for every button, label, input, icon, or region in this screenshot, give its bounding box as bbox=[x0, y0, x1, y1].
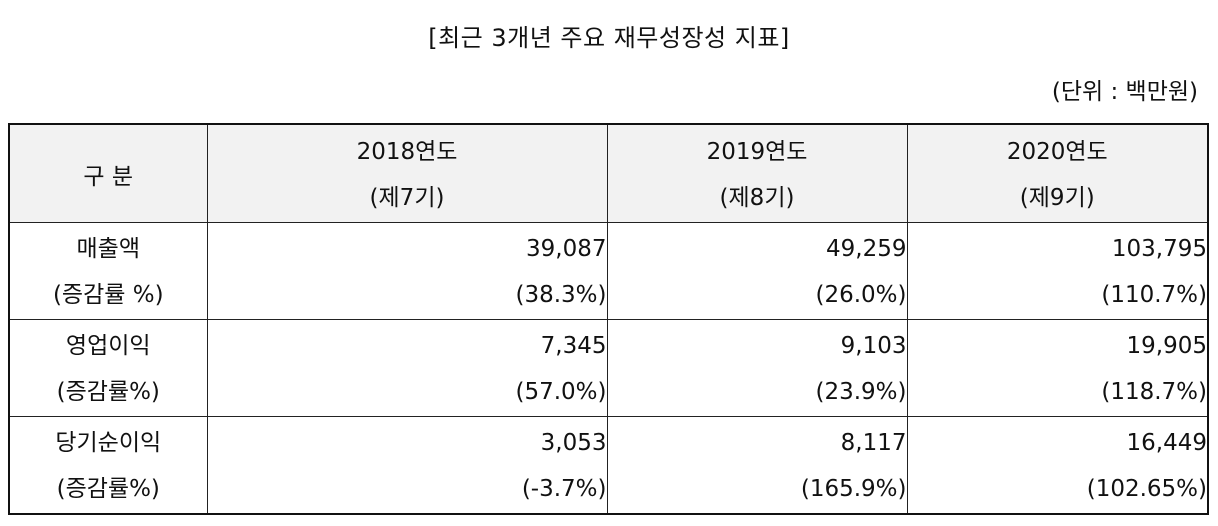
growth-rate-value: (38.3%) bbox=[515, 282, 607, 308]
amount-value: 3,053 bbox=[540, 430, 607, 456]
growth-rate-value: (118.7%) bbox=[1101, 379, 1207, 405]
value-cell: 49,259 (26.0%) bbox=[606, 222, 908, 320]
table-row-net-income: 당기순이익 (증감률%) 3,053 (-3.7%) 8,117 (165.9%… bbox=[8, 416, 1209, 515]
header-year-2018: 2018연도 (제7기) bbox=[206, 123, 608, 223]
header-term-label: (제7기) bbox=[369, 184, 445, 211]
header-year-2019: 2019연도 (제8기) bbox=[606, 123, 908, 223]
table-row-operating-profit: 영업이익 (증감률%) 7,345 (57.0%) 9,103 (23.9%) … bbox=[8, 319, 1209, 417]
row-label: 영업이익 bbox=[65, 333, 151, 359]
row-label: 당기순이익 bbox=[55, 430, 162, 456]
value-cell: 103,795 (110.7%) bbox=[906, 222, 1209, 320]
report-title: [최근 3개년 주요 재무성장성 지표] bbox=[428, 24, 790, 52]
growth-rate-value: (26.0%) bbox=[815, 282, 907, 308]
unit-note: (단위 : 백만원) bbox=[1051, 79, 1198, 105]
header-term-label: (제9기) bbox=[1019, 184, 1095, 211]
amount-value: 19,905 bbox=[1126, 333, 1207, 359]
amount-value: 8,117 bbox=[840, 430, 907, 456]
row-label-cell: 당기순이익 (증감률%) bbox=[8, 416, 208, 515]
financial-growth-table: 구 분 2018연도 (제7기) 2019연도 (제8기) 2020연도 (제9… bbox=[8, 123, 1209, 515]
row-sublabel: (증감률 %) bbox=[52, 282, 164, 308]
table-row-revenue: 매출액 (증감률 %) 39,087 (38.3%) 49,259 (26.0%… bbox=[8, 222, 1209, 320]
value-cell: 39,087 (38.3%) bbox=[206, 222, 608, 320]
growth-rate-value: (57.0%) bbox=[515, 379, 607, 405]
growth-rate-value: (102.65%) bbox=[1086, 476, 1207, 502]
value-cell: 7,345 (57.0%) bbox=[206, 319, 608, 417]
value-cell: 8,117 (165.9%) bbox=[606, 416, 908, 515]
header-term-label: (제8기) bbox=[719, 184, 795, 211]
row-label-cell: 영업이익 (증감률%) bbox=[8, 319, 208, 417]
header-year-label: 2018연도 bbox=[356, 138, 458, 165]
header-row: 구 분 2018연도 (제7기) 2019연도 (제8기) 2020연도 (제9… bbox=[8, 123, 1209, 223]
amount-value: 49,259 bbox=[826, 236, 907, 262]
amount-value: 16,449 bbox=[1126, 430, 1207, 456]
amount-value: 39,087 bbox=[526, 236, 607, 262]
header-year-label: 2020연도 bbox=[1006, 138, 1108, 165]
header-year-label: 2019연도 bbox=[706, 138, 808, 165]
value-cell: 19,905 (118.7%) bbox=[906, 319, 1209, 417]
amount-value: 7,345 bbox=[540, 333, 607, 359]
amount-value: 103,795 bbox=[1111, 236, 1207, 262]
row-label: 매출액 bbox=[76, 236, 140, 262]
growth-rate-value: (23.9%) bbox=[815, 379, 907, 405]
amount-value: 9,103 bbox=[840, 333, 907, 359]
row-sublabel: (증감률%) bbox=[56, 476, 160, 502]
header-year-2020: 2020연도 (제9기) bbox=[906, 123, 1209, 223]
value-cell: 3,053 (-3.7%) bbox=[206, 416, 608, 515]
header-category: 구 분 bbox=[8, 123, 208, 223]
growth-rate-value: (110.7%) bbox=[1101, 282, 1207, 308]
header-category-label: 구 분 bbox=[83, 163, 134, 190]
row-sublabel: (증감률%) bbox=[56, 379, 160, 405]
growth-rate-value: (-3.7%) bbox=[521, 476, 607, 502]
row-label-cell: 매출액 (증감률 %) bbox=[8, 222, 208, 320]
growth-rate-value: (165.9%) bbox=[800, 476, 907, 502]
value-cell: 16,449 (102.65%) bbox=[906, 416, 1209, 515]
value-cell: 9,103 (23.9%) bbox=[606, 319, 908, 417]
